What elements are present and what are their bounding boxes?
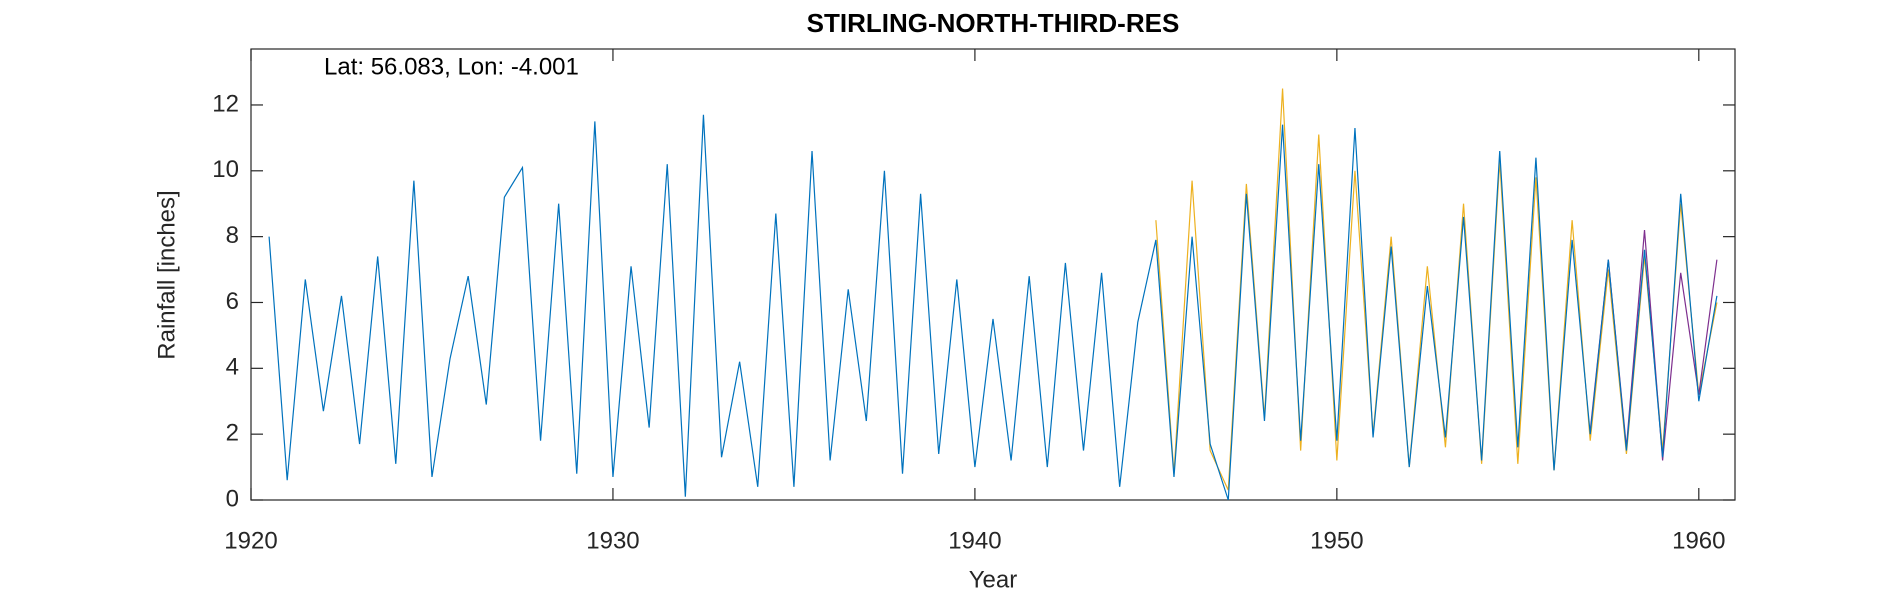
x-tick-label: 1920 bbox=[224, 527, 277, 554]
x-tick-label: 1930 bbox=[586, 527, 639, 554]
plot-box bbox=[250, 48, 1736, 501]
y-tick-label: 4 bbox=[226, 354, 239, 381]
y-tick-label: 6 bbox=[226, 288, 239, 315]
series-line bbox=[268, 114, 1718, 501]
chart-title: STIRLING-NORTH-THIRD-RES bbox=[807, 8, 1180, 38]
y-tick-label: 8 bbox=[226, 222, 239, 249]
x-axis-label: Year bbox=[969, 566, 1018, 591]
annotation: Lat: 56.083, Lon: -4.001 bbox=[324, 53, 579, 80]
y-axis-label: Rainfall [inches] bbox=[153, 190, 180, 359]
x-tick-label: 1960 bbox=[1672, 527, 1725, 554]
series-line bbox=[1155, 88, 1718, 491]
y-tick-label: 10 bbox=[212, 156, 239, 183]
y-tick-label: 12 bbox=[212, 90, 239, 117]
y-tick-label: 0 bbox=[226, 485, 239, 512]
x-tick-label: 1950 bbox=[1310, 527, 1363, 554]
x-tick-label: 1940 bbox=[948, 527, 1001, 554]
y-tick-label: 2 bbox=[226, 420, 239, 447]
